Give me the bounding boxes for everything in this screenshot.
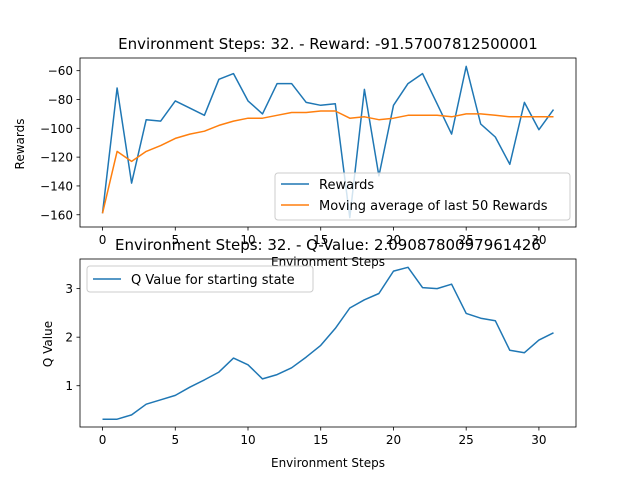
rewards-x-tick-label: 10 xyxy=(240,233,255,247)
q-value-chart-title: Environment Steps: 32. - Q-Value: 2.0908… xyxy=(115,236,541,254)
rewards-legend: Rewards Moving average of last 50 Reward… xyxy=(274,172,571,221)
q-value-legend: Q Value for starting state xyxy=(86,265,314,293)
rewards-y-tick-label: −140 xyxy=(40,179,73,193)
rewards-x-tick-label: 30 xyxy=(531,233,546,247)
rewards-x-tick-label: 5 xyxy=(171,233,179,247)
q-value-x-tick-label: 30 xyxy=(531,433,546,447)
rewards-subplot: Environment Steps: 32. - Reward: -91.570… xyxy=(13,35,577,269)
rewards-y-tick-label: −120 xyxy=(40,151,73,165)
rewards-chart-title: Environment Steps: 32. - Reward: -91.570… xyxy=(118,35,538,53)
rewards-series-1-line xyxy=(101,110,554,214)
q-value-axes-frame xyxy=(79,258,577,428)
rewards-x-tick-label: 15 xyxy=(313,233,328,247)
q-value-subplot: 0 5 10 15 20 25 30 1 2 3 Environment Steps: 32. -… xyxy=(41,236,577,470)
rewards-x-tick-label: 0 xyxy=(99,233,107,247)
q-value-x-tick-label: 25 xyxy=(459,433,474,447)
q-value-y-tick-label: 3 xyxy=(65,282,73,296)
q-value-x-tick-label: 5 xyxy=(171,433,179,447)
q-value-legend-label: Q Value for starting state xyxy=(131,273,295,288)
rewards-legend-box xyxy=(274,172,571,221)
q-value-y-axis-label: Q Value xyxy=(41,321,55,367)
moving-average-legend-label: Moving average of last 50 Rewards xyxy=(319,199,548,214)
q-value-y-tick-label: 1 xyxy=(65,379,73,393)
rewards-x-tick-label: 25 xyxy=(459,233,474,247)
rewards-y-tick-label: −160 xyxy=(40,208,73,222)
q-value-y-tick-label: 2 xyxy=(65,331,73,345)
q-value-series-0-line xyxy=(102,266,554,420)
q-value-axes: 0 5 10 15 20 25 30 1 2 3 xyxy=(65,258,577,447)
rewards-y-axis-label: Rewards xyxy=(13,119,27,170)
q-value-x-tick-label: 20 xyxy=(386,433,401,447)
q-value-x-tick-label: 15 xyxy=(313,433,328,447)
q-value-plot-lines xyxy=(102,266,554,420)
rewards-legend-label: Rewards xyxy=(319,178,374,193)
q-value-legend-box xyxy=(86,265,314,293)
q-value-x-tick-label: 10 xyxy=(240,433,255,447)
rewards-plot-lines xyxy=(101,65,555,219)
q-value-x-tick-label: 0 xyxy=(99,433,107,447)
rewards-y-tick-label: −60 xyxy=(48,64,73,78)
rewards-x-tick-label: 20 xyxy=(386,233,401,247)
rewards-y-tick-label: −80 xyxy=(48,93,73,107)
rewards-y-tick-label: −100 xyxy=(40,122,73,136)
q-value-x-axis-label: Environment Steps xyxy=(271,456,385,470)
rewards-axes-frame xyxy=(79,57,577,228)
rewards-axes: 0 5 10 15 20 25 30 −160 −140 −120 −100 −80 −60 xyxy=(40,57,577,247)
